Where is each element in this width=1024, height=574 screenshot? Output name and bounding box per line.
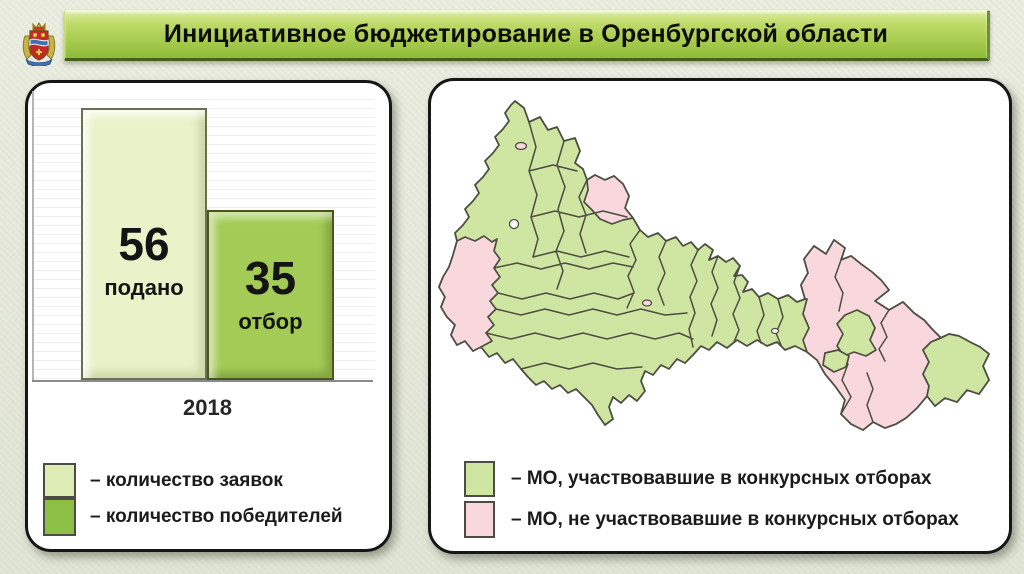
slide-title-bar: Инициативное бюджетирование в Оренбургск…	[64, 10, 990, 61]
legend-swatch-winners	[43, 498, 76, 536]
legend-swatch-participating	[464, 461, 495, 497]
bar-winners: 35 отбор	[207, 210, 334, 380]
bar-chart-panel: 56 подано 35 отбор 2018 – количество зая…	[25, 80, 392, 552]
legend-label-not-participating: – МО, не участвовавшие в конкурсных отбо…	[511, 508, 959, 530]
map-enclave-white-bridge	[770, 327, 780, 335]
map-enclave-white-west	[508, 218, 520, 230]
map-east-cluster-not-participating	[800, 239, 950, 431]
bar-applications-caption: подано	[104, 275, 184, 300]
map-district-borders	[485, 121, 890, 423]
orenburg-region-map	[438, 100, 990, 431]
map-district-west-not-participating	[438, 235, 501, 352]
region-map-panel: – МО, участвовавшие в конкурсных отборах…	[428, 78, 1012, 554]
bar-applications: 56 подано	[81, 108, 207, 380]
legend-swatch-applications	[43, 463, 76, 498]
map-district-east-island-participating	[836, 309, 877, 357]
slide-title: Инициативное бюджетирование в Оренбургск…	[163, 20, 889, 48]
bar-winners-caption: отбор	[238, 309, 303, 334]
map-district-far-east-participating	[922, 333, 990, 407]
legend-label-applications: – количество заявок	[90, 469, 283, 491]
orenburg-coat-of-arms-icon	[22, 22, 56, 66]
chart-x-axis	[32, 380, 373, 382]
bar-winners-value: 35	[244, 252, 297, 304]
map-enclave-pink-center	[641, 299, 653, 307]
legend-label-winners: – количество победителей	[90, 506, 343, 527]
legend-label-participating: – МО, участвовавшие в конкурсных отборах	[511, 468, 932, 489]
map-district-north-not-participating	[583, 174, 634, 225]
bar-applications-value: 56	[118, 218, 170, 270]
map-district-east-small-participating	[822, 349, 850, 373]
map-enclave-pink-north	[514, 141, 528, 151]
x-axis-category-label: 2018	[183, 395, 232, 420]
legend-swatch-not-participating	[464, 501, 495, 538]
